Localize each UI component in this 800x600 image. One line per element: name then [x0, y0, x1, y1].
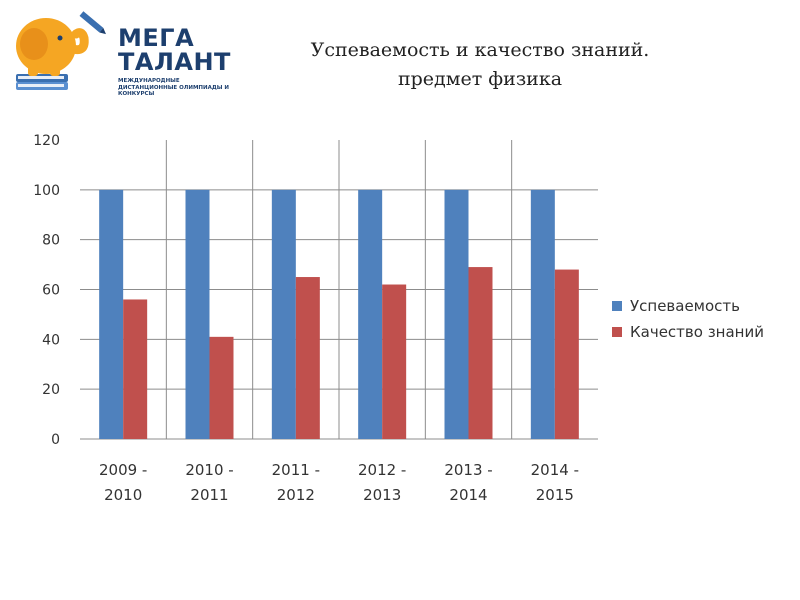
bar-uspevaemost [185, 189, 210, 439]
x-tick-label: 2010 [104, 486, 142, 504]
bar-kachestvo [554, 269, 579, 439]
bar-kachestvo [295, 277, 320, 439]
y-tick-label: 80 [42, 233, 60, 249]
y-tick-label: 100 [33, 183, 60, 199]
legend-item-series-2: Качество знаний [612, 319, 764, 345]
y-tick-label: 120 [33, 133, 60, 149]
y-tick-label: 20 [42, 382, 60, 398]
legend-swatch-series-2 [612, 327, 622, 337]
x-tick-label: 2013 - [444, 461, 492, 479]
logo-subtitle: Международные дистанционные олимпиады и … [118, 78, 230, 97]
y-tick-label: 60 [42, 283, 60, 299]
logo-wordmark: МЕГА ТАЛАНТ Международные дистанционные … [118, 26, 233, 98]
x-tick-label: 2011 - [272, 461, 320, 479]
x-tick-label: 2015 [536, 486, 574, 504]
legend-label-series-2: Качество знаний [630, 323, 764, 341]
bar-kachestvo [123, 299, 148, 439]
x-tick-label: 2013 [363, 486, 401, 504]
legend-item-series-1: Успеваемость [612, 293, 764, 319]
chart-legend: Успеваемость Качество знаний [612, 293, 764, 345]
x-tick-label: 2010 - [185, 461, 233, 479]
mega-talant-logo: МЕГА ТАЛАНТ Международные дистанционные … [10, 8, 230, 98]
title-line-1: Успеваемость и качество знаний. [310, 39, 650, 61]
x-tick-label: 2012 [277, 486, 315, 504]
bar-uspevaemost [444, 189, 469, 439]
x-tick-label: 2012 - [358, 461, 406, 479]
page-title: Успеваемость и качество знаний. предмет … [300, 36, 660, 94]
legend-swatch-series-1 [612, 301, 622, 311]
y-tick-label: 0 [51, 432, 60, 448]
elephant-logo-icon [16, 11, 106, 90]
x-tick-label: 2009 - [99, 461, 147, 479]
x-tick-label: 2011 [190, 486, 228, 504]
title-line-2: предмет физика [397, 68, 563, 90]
x-tick-label: 2014 - [531, 461, 579, 479]
logo-line-2: ТАЛАНТ [118, 48, 231, 76]
y-tick-label: 40 [42, 332, 60, 348]
logo-line-1: МЕГА [118, 24, 195, 52]
bar-uspevaemost [271, 189, 296, 439]
x-tick-label: 2014 [449, 486, 487, 504]
bar-uspevaemost [99, 189, 124, 439]
bar-uspevaemost [358, 189, 383, 439]
legend-label-series-1: Успеваемость [630, 297, 741, 315]
bar-kachestvo [468, 267, 493, 439]
bar-uspevaemost [530, 189, 555, 439]
bar-kachestvo [382, 284, 407, 439]
bar-kachestvo [209, 336, 234, 439]
